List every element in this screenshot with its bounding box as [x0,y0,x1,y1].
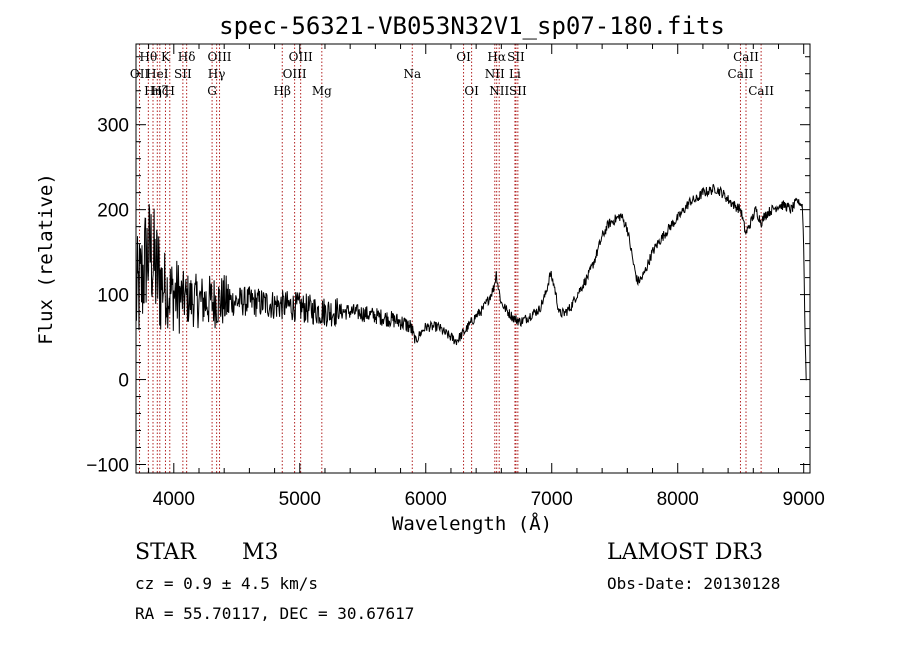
y-tick-label: 0 [118,371,129,392]
spectral-line-label: OI [464,84,479,98]
y-tick-label: 300 [97,116,129,137]
y-tick-label: −100 [86,456,129,477]
obs-date-text: Obs-Date: 20130128 [607,574,780,593]
x-tick-label: 7000 [531,489,573,510]
x-tick-label: 4000 [153,489,195,510]
x-tick-label: 8000 [657,489,699,510]
y-axis-label: Flux (relative) [35,173,57,345]
spectral-line-label: CaII [728,67,754,81]
chart-title: spec-56321-VB053N32V1_sp07-180.fits [219,12,725,40]
object-subclass: M3 [242,540,279,565]
spectral-line-label: Na [403,67,421,81]
spectral-line-label: Hβ [274,84,291,98]
spectral-line-label: SII [174,67,192,81]
spectral-line-label: CaII [748,84,774,98]
spectral-line-label: OIII [283,67,307,81]
plot-frame [135,43,811,474]
spectral-line-label: OI [456,50,471,64]
spectral-line-label: Hα [487,50,506,64]
spectral-line-label: SII [509,84,527,98]
spectral-line-label: Hγ [208,67,226,81]
spectral-line-label: OIII [289,50,313,64]
y-tick-label: 100 [97,286,129,307]
spectral-line-label: Hζ [151,84,168,98]
x-tick-label: 6000 [405,489,447,510]
object-class: STAR [135,540,197,565]
y-axis: −100 0 100 200 300 [86,56,810,477]
spectral-line-label: HeI [146,67,169,81]
y-tick-label: 200 [97,201,129,222]
spectral-line-label: NII [489,84,509,98]
x-axis-label: Wavelength (Å) [392,512,552,535]
x-tick-label: 5000 [279,489,321,510]
survey-name: LAMOST DR3 [607,540,763,565]
coordinates-text: RA = 55.70117, DEC = 30.67617 [135,604,414,623]
spectral-line-labels: OIIHθHηHeIHζKHSIIHδGHγOIIIHβOIIIOIIIMgNa… [130,50,774,98]
spectral-line-label: G [207,84,217,98]
x-tick-label: 9000 [783,489,825,510]
x-axis: 4000 5000 6000 7000 8000 9000 [148,44,825,510]
spectral-line-label: NII [485,67,505,81]
spectral-line-label: Hη [144,84,162,98]
spectral-line-label: CaII [733,50,759,64]
spectral-line-label: Li [509,67,521,81]
spectral-line-label: Hθ [139,50,157,64]
spectral-line-label: H [165,84,175,98]
redshift-text: cz = 0.9 ± 4.5 km/s [135,574,318,593]
spectrum-line [135,183,807,381]
spectrum-series [135,183,807,381]
spectral-line-label: K [161,50,171,64]
spectral-line-label: Mg [312,84,332,98]
spectral-line-label: SII [507,50,525,64]
spectral-line-label: Hδ [178,50,196,64]
spectral-line-label: OIII [207,50,231,64]
spectral-line-markers [139,44,762,473]
